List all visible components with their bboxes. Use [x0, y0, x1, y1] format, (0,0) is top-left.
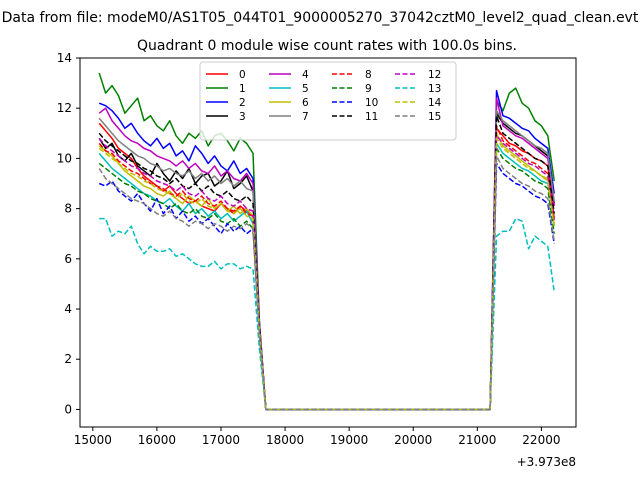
- legend-label-4: 4: [302, 69, 309, 81]
- series-line-13: [99, 217, 555, 411]
- legend-label-7: 7: [302, 111, 309, 123]
- y-tick-label: 10: [57, 151, 72, 165]
- x-tick-label: 20000: [394, 433, 432, 447]
- series-line-2: [98, 89, 555, 411]
- legend-label-14: 14: [428, 97, 442, 109]
- legend-label-10: 10: [365, 97, 378, 109]
- legend-label-0: 0: [239, 69, 246, 81]
- legend-label-15: 15: [428, 111, 441, 123]
- legend-label-12: 12: [428, 69, 441, 81]
- series-line-12: [98, 135, 555, 411]
- y-tick-label: 14: [57, 51, 72, 65]
- series-line-8: [98, 125, 555, 411]
- x-tick-label: 19000: [330, 433, 368, 447]
- legend-label-1: 1: [239, 83, 246, 95]
- y-tick-label: 8: [64, 202, 72, 216]
- legend-label-13: 13: [428, 83, 441, 95]
- x-tick-label: 15000: [74, 433, 112, 447]
- y-axis: 0 2 4 6 8 10 12 14: [57, 51, 80, 416]
- y-tick-label: 4: [64, 302, 72, 316]
- axes-frame: [79, 57, 577, 428]
- x-tick-label: 21000: [458, 433, 496, 447]
- x-axis: 15000 16000 17000 18000 19000 20000 21000 22000: [74, 427, 560, 447]
- series-line-14: [98, 137, 555, 411]
- legend-label-5: 5: [302, 83, 309, 95]
- legend-label-8: 8: [365, 69, 372, 81]
- x-tick-label: 18000: [266, 433, 304, 447]
- series-line-3: [98, 112, 555, 411]
- y-tick-label: 12: [57, 101, 72, 115]
- y-tick-label: 6: [64, 252, 72, 266]
- legend-label-2: 2: [239, 97, 246, 109]
- x-tick-label: 16000: [138, 433, 176, 447]
- series-line-4: [98, 97, 555, 411]
- x-tick-label: 22000: [522, 433, 560, 447]
- legend-label-11: 11: [365, 111, 378, 123]
- chart-title: Quadrant 0 module wise count rates with …: [137, 38, 517, 54]
- series-line-5: [98, 142, 555, 411]
- figure-suptitle: Data from file: modeM0/AS1T05_044T01_900…: [2, 10, 639, 26]
- series-line-9: [98, 147, 555, 411]
- legend-label-3: 3: [239, 111, 246, 123]
- legend-label-9: 9: [365, 83, 372, 95]
- series-layer: [98, 72, 555, 411]
- legend-label-6: 6: [302, 97, 309, 109]
- series-line-10: [98, 162, 555, 411]
- y-tick-label: 2: [64, 352, 72, 366]
- series-line-15: [98, 155, 555, 411]
- legend-box: [199, 61, 457, 141]
- x-offset-label: +3.973e8: [517, 455, 576, 469]
- x-tick-label: 17000: [202, 433, 240, 447]
- y-tick-label: 0: [64, 402, 72, 416]
- series-line-7: [98, 109, 555, 411]
- series-line-11: [98, 114, 555, 411]
